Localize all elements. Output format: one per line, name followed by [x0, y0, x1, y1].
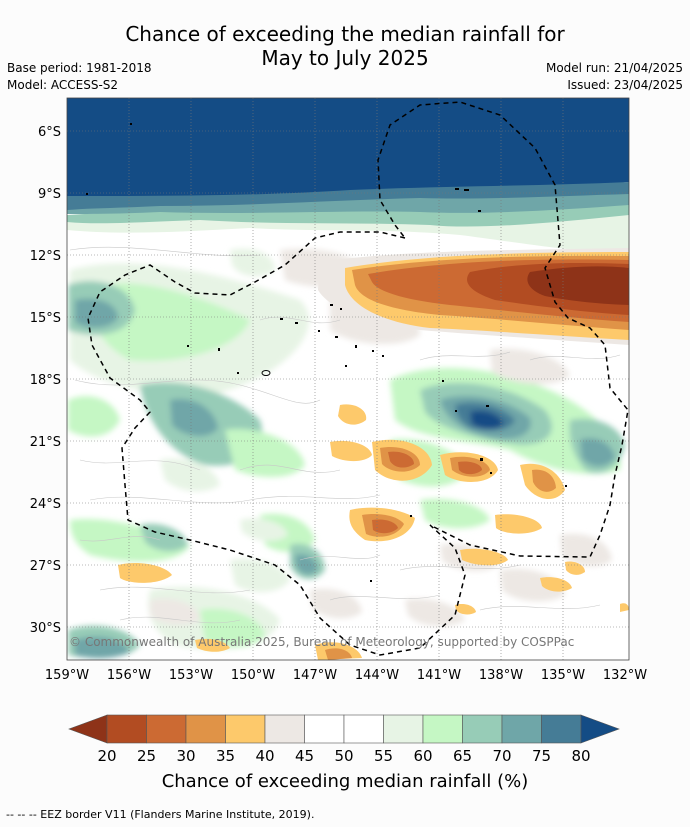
lat-tick: 30°S: [30, 621, 61, 636]
lon-tick: 144°W: [355, 668, 399, 683]
colorbar-segment: [225, 714, 266, 744]
colorbar-tick-label: 50: [334, 747, 353, 765]
copyright-notice: © Commonwealth of Australia 2025, Bureau…: [69, 635, 574, 649]
colorbar-tick-label: 20: [97, 747, 116, 765]
colorbar-tick-label: 75: [532, 747, 551, 765]
gridlines: [67, 98, 629, 660]
lon-tick: 153°W: [169, 668, 213, 683]
colorbar: 20 25 30 35 40 45 50 55 60 65 70 75 80: [68, 714, 620, 765]
lon-tick: 147°W: [293, 668, 337, 683]
colorbar-tick-label: 30: [176, 747, 195, 765]
colorbar-segment: [264, 714, 305, 744]
title-line-2: May to July 2025: [261, 46, 429, 70]
colorbar-segment: [304, 714, 345, 744]
colorbar-tick-label: 35: [216, 747, 235, 765]
colorbar-segment: [541, 714, 582, 744]
colorbar-tick-label: 60: [413, 747, 432, 765]
lon-tick: 150°W: [231, 668, 275, 683]
lon-tick: 159°W: [45, 668, 89, 683]
map-title: Chance of exceeding the median rainfall …: [0, 22, 690, 70]
dry-patches: [118, 404, 629, 660]
north-wet-band: [67, 98, 629, 255]
colorbar-segment: [343, 714, 384, 744]
colorbar-label: Chance of exceeding median rainfall (%): [161, 771, 529, 792]
map-frame: [66, 97, 630, 661]
colorbar-segment: [146, 714, 187, 744]
eez-borders: [87, 101, 629, 656]
colorbar-tick-label: 40: [255, 747, 274, 765]
rainfall-field: © Commonwealth of Australia 2025, Bureau…: [67, 98, 629, 660]
contour-lines: [69, 246, 621, 624]
meta-right: Model run: 21/04/2025 Issued: 23/04/2025: [546, 60, 683, 94]
lat-tick: 6°S: [38, 125, 61, 140]
colorbar-segment: [501, 714, 542, 744]
lon-tick: 156°W: [107, 668, 151, 683]
base-period: Base period: 1981-2018: [7, 61, 152, 75]
issued-date: Issued: 23/04/2025: [567, 78, 683, 92]
colorbar-tick-label: 70: [492, 747, 511, 765]
lon-tick: 135°W: [541, 668, 585, 683]
colorbar-segment: [106, 714, 147, 744]
meta-left: Base period: 1981-2018 Model: ACCESS-S2: [7, 60, 152, 94]
eez-legend-note: -- -- -- EEZ border V11 (Flanders Marine…: [6, 808, 315, 821]
lat-tick: 24°S: [30, 497, 61, 512]
dry-band: [318, 248, 629, 345]
lat-tick: 12°S: [30, 249, 61, 264]
atoll-marker: [261, 370, 271, 376]
lat-tick: 21°S: [30, 435, 61, 450]
lon-tick: 132°W: [603, 668, 647, 683]
lat-tick: 18°S: [30, 373, 61, 388]
lon-tick: 141°W: [417, 668, 461, 683]
colorbar-segment: [383, 714, 424, 744]
lat-tick: 9°S: [38, 187, 61, 202]
colorbar-segment: [462, 714, 503, 744]
colorbar-tick-label: 55: [374, 747, 393, 765]
colorbar-tick-label: 25: [137, 747, 156, 765]
colorbar-tick-label: 65: [453, 747, 472, 765]
colorbar-tick-label: 80: [571, 747, 590, 765]
lat-tick: 27°S: [30, 559, 61, 574]
islands: [86, 123, 567, 582]
colorbar-segment: [185, 714, 226, 744]
lat-tick: 15°S: [30, 311, 61, 326]
colorbar-extend-high: [580, 714, 620, 744]
latitude-axis: 6°S 9°S 12°S 15°S 18°S 21°S 24°S 27°S 30…: [30, 125, 61, 636]
model-name: Model: ACCESS-S2: [7, 78, 119, 92]
lon-tick: 138°W: [479, 668, 523, 683]
longitude-axis: 159°W 156°W 153°W 150°W 147°W 144°W 141°…: [45, 668, 647, 683]
colorbar-segment: [422, 714, 463, 744]
colorbar-extend-low: [68, 714, 108, 744]
model-run: Model run: 21/04/2025: [545, 61, 683, 75]
colorbar-tick-label: 45: [295, 747, 314, 765]
title-line-1: Chance of exceeding the median rainfall …: [125, 22, 565, 46]
